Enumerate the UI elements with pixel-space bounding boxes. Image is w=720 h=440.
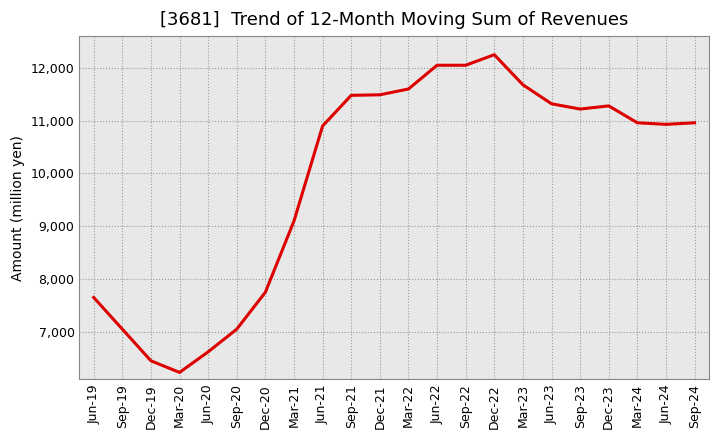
Title: [3681]  Trend of 12-Month Moving Sum of Revenues: [3681] Trend of 12-Month Moving Sum of R… [160, 11, 629, 29]
Y-axis label: Amount (million yen): Amount (million yen) [11, 135, 25, 281]
